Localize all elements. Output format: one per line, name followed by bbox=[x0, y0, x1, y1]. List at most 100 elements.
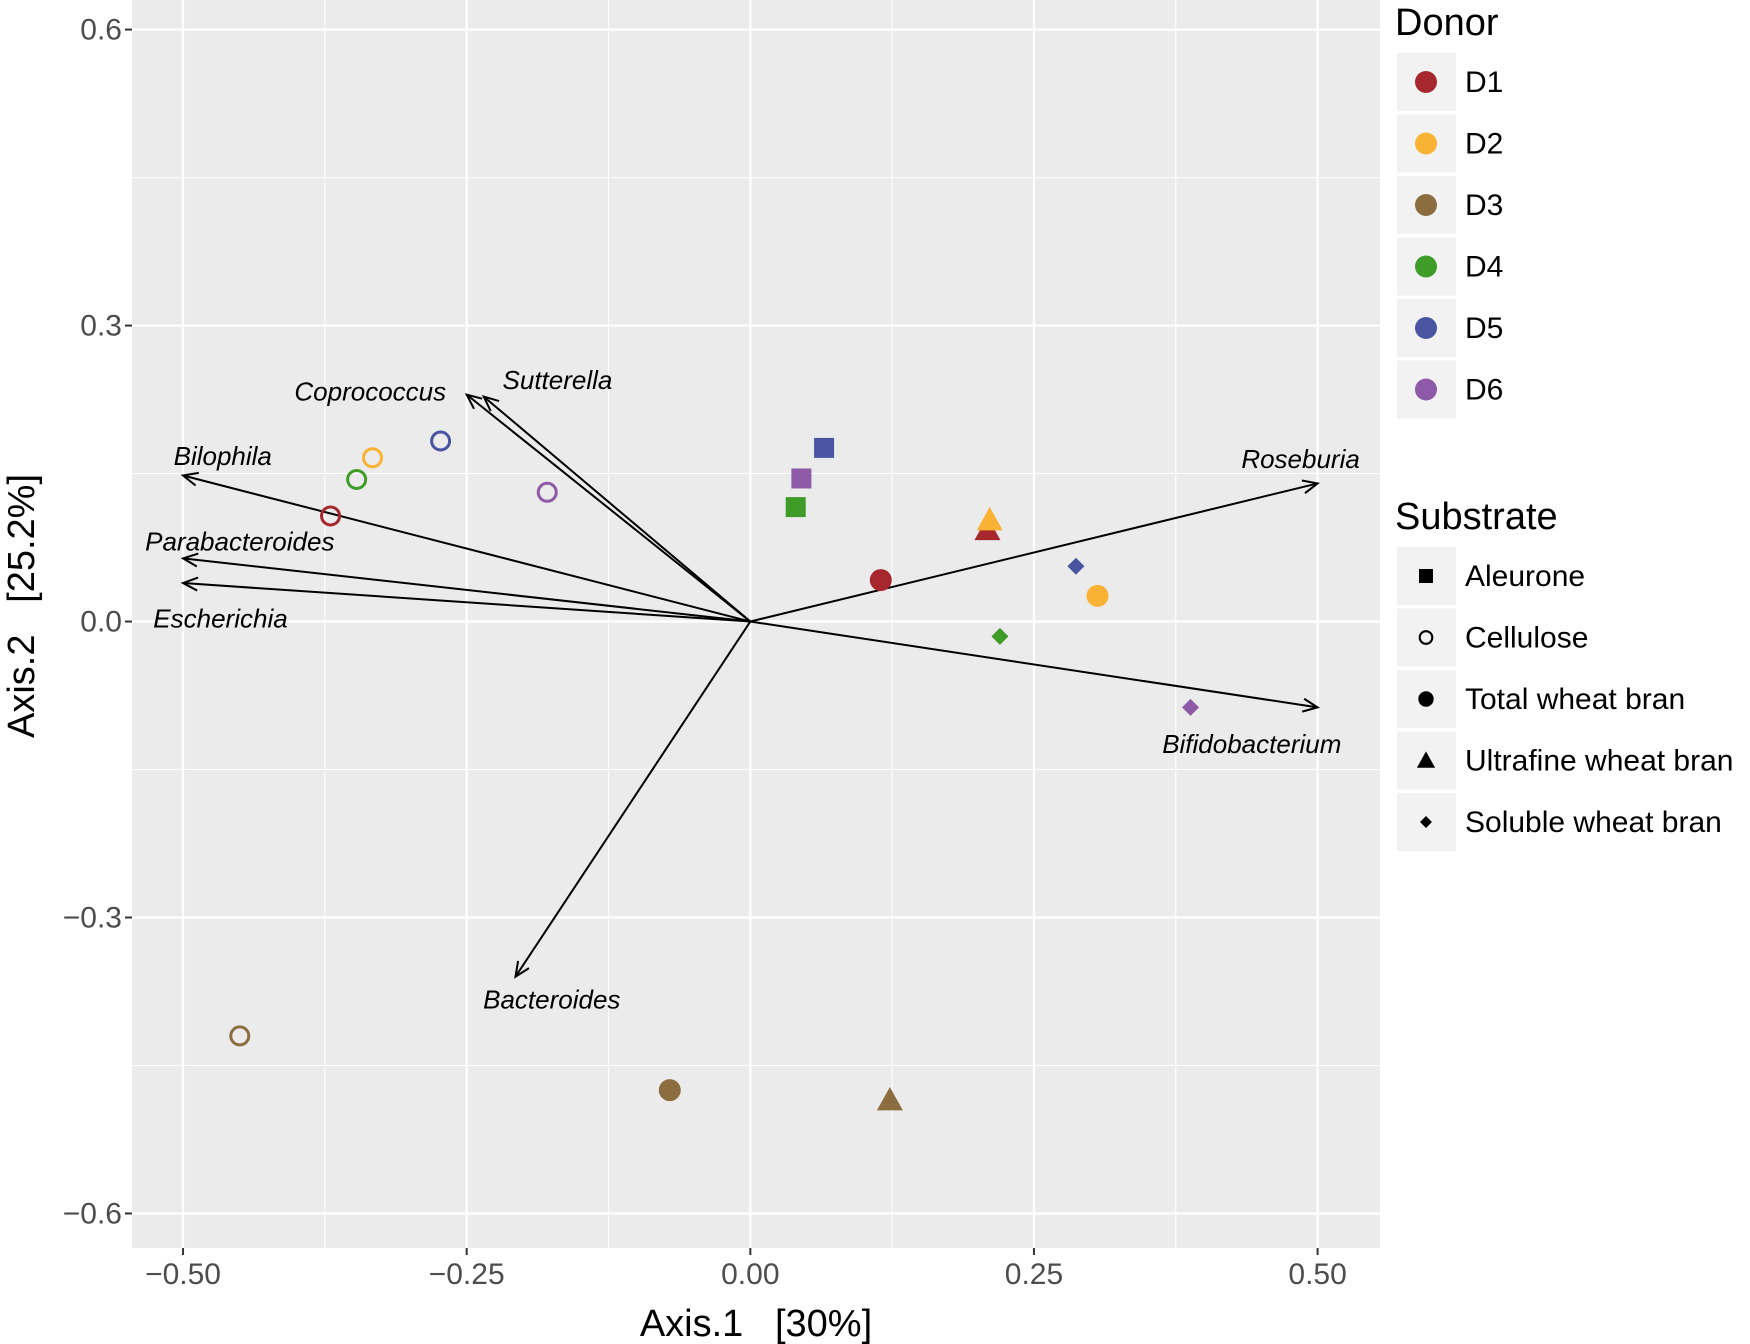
arrow-head bbox=[481, 395, 500, 412]
legend-label: D4 bbox=[1465, 251, 1503, 284]
y-tick-label: −0.6 bbox=[63, 1197, 122, 1230]
arrow-line bbox=[514, 620, 752, 978]
legend-label: Soluble wheat bran bbox=[1465, 806, 1722, 839]
point-d3-cellulose bbox=[229, 1025, 251, 1047]
substrate-legend-title: Substrate bbox=[1395, 496, 1558, 538]
x-tick-label: −0.25 bbox=[429, 1258, 505, 1291]
plot-panel bbox=[132, 0, 1380, 1248]
legend-key-symbol bbox=[1416, 751, 1436, 768]
arrow-label: Sutterella bbox=[503, 365, 613, 395]
legend-label: D5 bbox=[1465, 312, 1503, 345]
arrow-head bbox=[1301, 697, 1321, 713]
point-d4-soluble-wheat-bran bbox=[991, 627, 1009, 645]
donor-legend-item-d6: D6 bbox=[1397, 360, 1503, 419]
arrow-head bbox=[180, 552, 199, 568]
arrow-line bbox=[182, 474, 751, 623]
substrate-legend-item-total-wheat-bran: Total wheat bran bbox=[1397, 670, 1685, 728]
legend-key-symbol bbox=[1419, 569, 1433, 583]
arrow-sutterella: Sutterella bbox=[481, 365, 751, 623]
point-d1-cellulose bbox=[320, 505, 342, 527]
donor-legend: Donor D1 D2 D3 D4 D5 D6 bbox=[1395, 2, 1503, 419]
legend-label: Cellulose bbox=[1465, 622, 1588, 655]
legend-key-swatch bbox=[1415, 71, 1437, 93]
legend-label: Ultrafine wheat bran bbox=[1465, 745, 1733, 778]
legend-label: D2 bbox=[1465, 128, 1503, 161]
legend-key-swatch bbox=[1415, 378, 1437, 401]
legend-key-background bbox=[1397, 608, 1456, 667]
point-d4-aleurone bbox=[785, 497, 806, 518]
legend-key-swatch bbox=[1415, 255, 1437, 278]
point-d3-ultrafine-wheat-bran bbox=[876, 1087, 903, 1111]
donor-legend-item-d4: D4 bbox=[1397, 237, 1503, 296]
arrow-bacteroides: Bacteroides bbox=[483, 620, 752, 1014]
y-axis-title: Axis.2 [25.2%] bbox=[1, 474, 43, 738]
y-tick-label: −0.3 bbox=[63, 902, 122, 935]
donor-legend-title: Donor bbox=[1395, 2, 1499, 44]
arrow-label: Bacteroides bbox=[483, 984, 620, 1014]
legend-key-swatch bbox=[1415, 132, 1437, 155]
arrow-label: Coprococcus bbox=[294, 377, 446, 407]
point-d5-soluble-wheat-bran bbox=[1067, 557, 1085, 575]
arrow-bilophila: Bilophila bbox=[174, 441, 751, 623]
x-axis-title: Axis.1 [30%] bbox=[640, 1303, 872, 1344]
legend-key-swatch bbox=[1415, 194, 1437, 216]
arrow-head bbox=[180, 471, 199, 487]
substrate-legend: Substrate Aleurone Cellulose Total wheat b… bbox=[1395, 496, 1733, 851]
legend-key-symbol bbox=[1418, 691, 1434, 707]
donor-legend-item-d3: D3 bbox=[1397, 176, 1503, 234]
substrate-legend-item-soluble-wheat-bran: Soluble wheat bran bbox=[1397, 793, 1722, 851]
donor-legend-item-d5: D5 bbox=[1397, 299, 1503, 357]
point-d2-total-wheat-bran bbox=[1086, 584, 1109, 607]
substrate-legend-item-aleurone: Aleurone bbox=[1397, 547, 1585, 605]
legend-label: Total wheat bran bbox=[1465, 683, 1685, 716]
point-d6-soluble-wheat-bran bbox=[1182, 698, 1200, 716]
sample-points bbox=[229, 430, 1200, 1111]
arrow-bifidobacterium: Bifidobacterium bbox=[750, 620, 1341, 759]
arrow-line bbox=[466, 393, 751, 623]
substrate-legend-item-cellulose: Cellulose bbox=[1397, 608, 1588, 667]
arrow-label: Parabacteroides bbox=[145, 527, 334, 557]
point-d5-aleurone bbox=[814, 437, 835, 458]
arrow-escherichia: Escherichia bbox=[153, 576, 751, 634]
point-d3-total-wheat-bran bbox=[658, 1079, 681, 1102]
arrow-head bbox=[180, 576, 199, 592]
point-d6-cellulose bbox=[536, 481, 558, 503]
arrow-head bbox=[464, 393, 483, 410]
point-d2-cellulose bbox=[362, 447, 384, 469]
legend-key-symbol bbox=[1418, 630, 1434, 645]
x-tick-label: 0.50 bbox=[1288, 1258, 1346, 1291]
arrow-line bbox=[750, 620, 1318, 709]
arrow-head bbox=[514, 960, 530, 979]
substrate-legend-item-ultrafine-wheat-bran: Ultrafine wheat bran bbox=[1397, 731, 1733, 790]
y-tick-label: 0.0 bbox=[80, 606, 122, 639]
point-d6-aleurone bbox=[791, 468, 812, 489]
point-d2-ultrafine-wheat-bran bbox=[976, 506, 1003, 531]
legend-label: D1 bbox=[1465, 66, 1503, 99]
arrow-line bbox=[182, 557, 751, 623]
gridlines bbox=[132, 0, 1380, 1248]
donor-legend-item-d2: D2 bbox=[1397, 114, 1503, 173]
point-d4-cellulose bbox=[346, 468, 368, 490]
arrow-label: Bilophila bbox=[174, 441, 272, 471]
arrow-coprococcus: Coprococcus bbox=[294, 377, 751, 623]
y-tick-label: 0.3 bbox=[80, 310, 122, 343]
legend-label: D3 bbox=[1465, 189, 1503, 222]
legend-label: Aleurone bbox=[1465, 560, 1585, 593]
y-tick-label: 0.6 bbox=[80, 14, 122, 47]
loading-arrows: Coprococcus Sutterella Bilophila Parabacter… bbox=[145, 365, 1360, 1015]
legend-label: D6 bbox=[1465, 374, 1503, 407]
point-d1-total-wheat-bran bbox=[869, 569, 892, 592]
arrow-line bbox=[182, 582, 751, 623]
donor-legend-item-d1: D1 bbox=[1397, 53, 1503, 111]
x-tick-label: 0.00 bbox=[721, 1258, 779, 1291]
arrow-label: Bifidobacterium bbox=[1162, 729, 1341, 759]
arrow-line bbox=[483, 395, 751, 623]
arrow-label: Escherichia bbox=[153, 604, 287, 634]
arrow-roseburia: Roseburia bbox=[750, 444, 1360, 623]
arrow-parabacteroides: Parabacteroides bbox=[145, 527, 751, 623]
x-tick-label: −0.50 bbox=[145, 1258, 221, 1291]
axis-ticks: −0.50 −0.25 0.00 0.25 0.50 −0.6 −0.3 0.0 0.3 0.6 bbox=[63, 14, 1347, 1291]
legend-key-symbol bbox=[1420, 816, 1432, 828]
legend-key-swatch bbox=[1415, 317, 1437, 339]
